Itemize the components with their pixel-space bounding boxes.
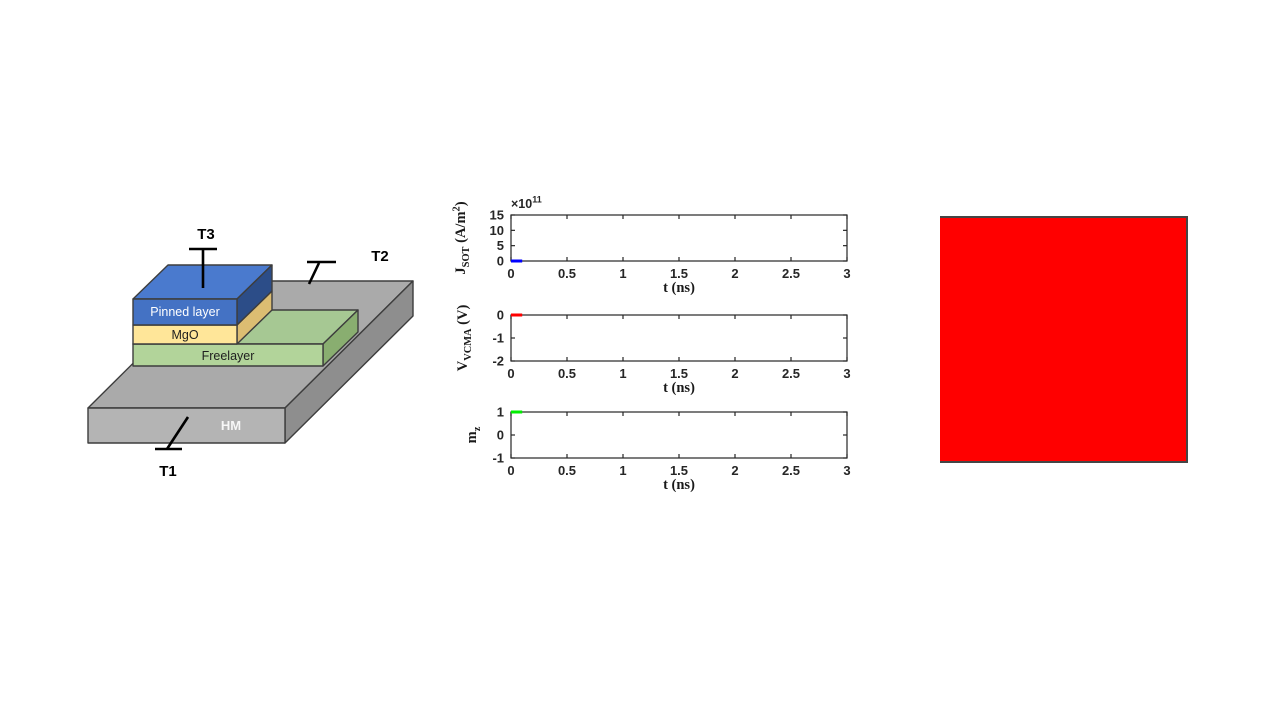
- freelayer-label: Freelayer: [202, 349, 255, 363]
- x-tick-label: 0: [507, 366, 514, 381]
- x-tick-label: 3: [843, 463, 850, 478]
- x-tick-label: 1.5: [670, 266, 688, 281]
- pinned-layer-label: Pinned layer: [150, 305, 220, 319]
- x-tick-label: 3: [843, 366, 850, 381]
- pinned-front-face: [132, 298, 238, 326]
- x-axis-label: t (ns): [663, 280, 695, 296]
- y-tick-label: -1: [492, 451, 504, 466]
- y-tick-label: -2: [492, 354, 504, 369]
- y-tick-label: 0: [497, 254, 504, 269]
- y-axis-label: VVCMA (V): [455, 305, 474, 372]
- plot-box: [510, 214, 848, 262]
- hm-front-face: [87, 407, 286, 444]
- plot-box: [510, 411, 848, 459]
- plot-box: [510, 314, 848, 362]
- device-schematic: Pinned layer MgO Freelayer HM T3 T2 T1: [87, 226, 414, 480]
- x-tick-label: 0: [507, 266, 514, 281]
- x-tick-label: 0.5: [558, 463, 576, 478]
- x-tick-label: 0: [507, 463, 514, 478]
- x-tick-label: 2: [731, 366, 738, 381]
- t1-terminal-label: T1: [159, 463, 177, 480]
- x-tick-label: 2: [731, 266, 738, 281]
- y-tick-label: 0: [497, 308, 504, 323]
- y-axis-exponent-label: ×1011: [511, 195, 542, 211]
- x-tick-label: 1: [619, 366, 626, 381]
- y-tick-label: 0: [497, 428, 504, 443]
- y-tick-label: -1: [492, 331, 504, 346]
- magnetization-state-square: [940, 216, 1188, 463]
- x-tick-label: 2.5: [782, 463, 800, 478]
- x-tick-label: 2: [731, 463, 738, 478]
- y-tick-label: 10: [490, 223, 504, 238]
- x-tick-label: 0.5: [558, 266, 576, 281]
- x-tick-label: 1: [619, 266, 626, 281]
- plot-v-vcma: 0 0.5 1 1.5 2 2.5 3 -2 -1 0 t (ns) VVCMA (V): [455, 305, 851, 396]
- hm-layer-label: HM: [221, 418, 241, 433]
- freelayer-front-face: [132, 343, 324, 367]
- y-axis-label: mz: [464, 426, 483, 443]
- x-axis-label: t (ns): [663, 380, 695, 396]
- x-tick-label: 2.5: [782, 366, 800, 381]
- x-tick-label: 3: [843, 266, 850, 281]
- x-tick-label: 1.5: [670, 463, 688, 478]
- x-tick-label: 1.5: [670, 366, 688, 381]
- y-tick-label: 1: [497, 405, 504, 420]
- x-tick-label: 0.5: [558, 366, 576, 381]
- y-axis-label: JSOT (A/m2): [452, 201, 473, 274]
- mgo-layer-label: MgO: [171, 328, 198, 342]
- t1-terminal-stem: [165, 416, 190, 450]
- t2-terminal-stem: [307, 262, 321, 285]
- x-tick-label: 2.5: [782, 266, 800, 281]
- x-axis-label: t (ns): [663, 477, 695, 493]
- t2-terminal-label: T2: [371, 248, 389, 265]
- x-tick-label: 1: [619, 463, 626, 478]
- y-tick-label: 15: [490, 208, 504, 223]
- y-tick-label: 5: [497, 238, 504, 253]
- t3-terminal-label: T3: [197, 226, 215, 243]
